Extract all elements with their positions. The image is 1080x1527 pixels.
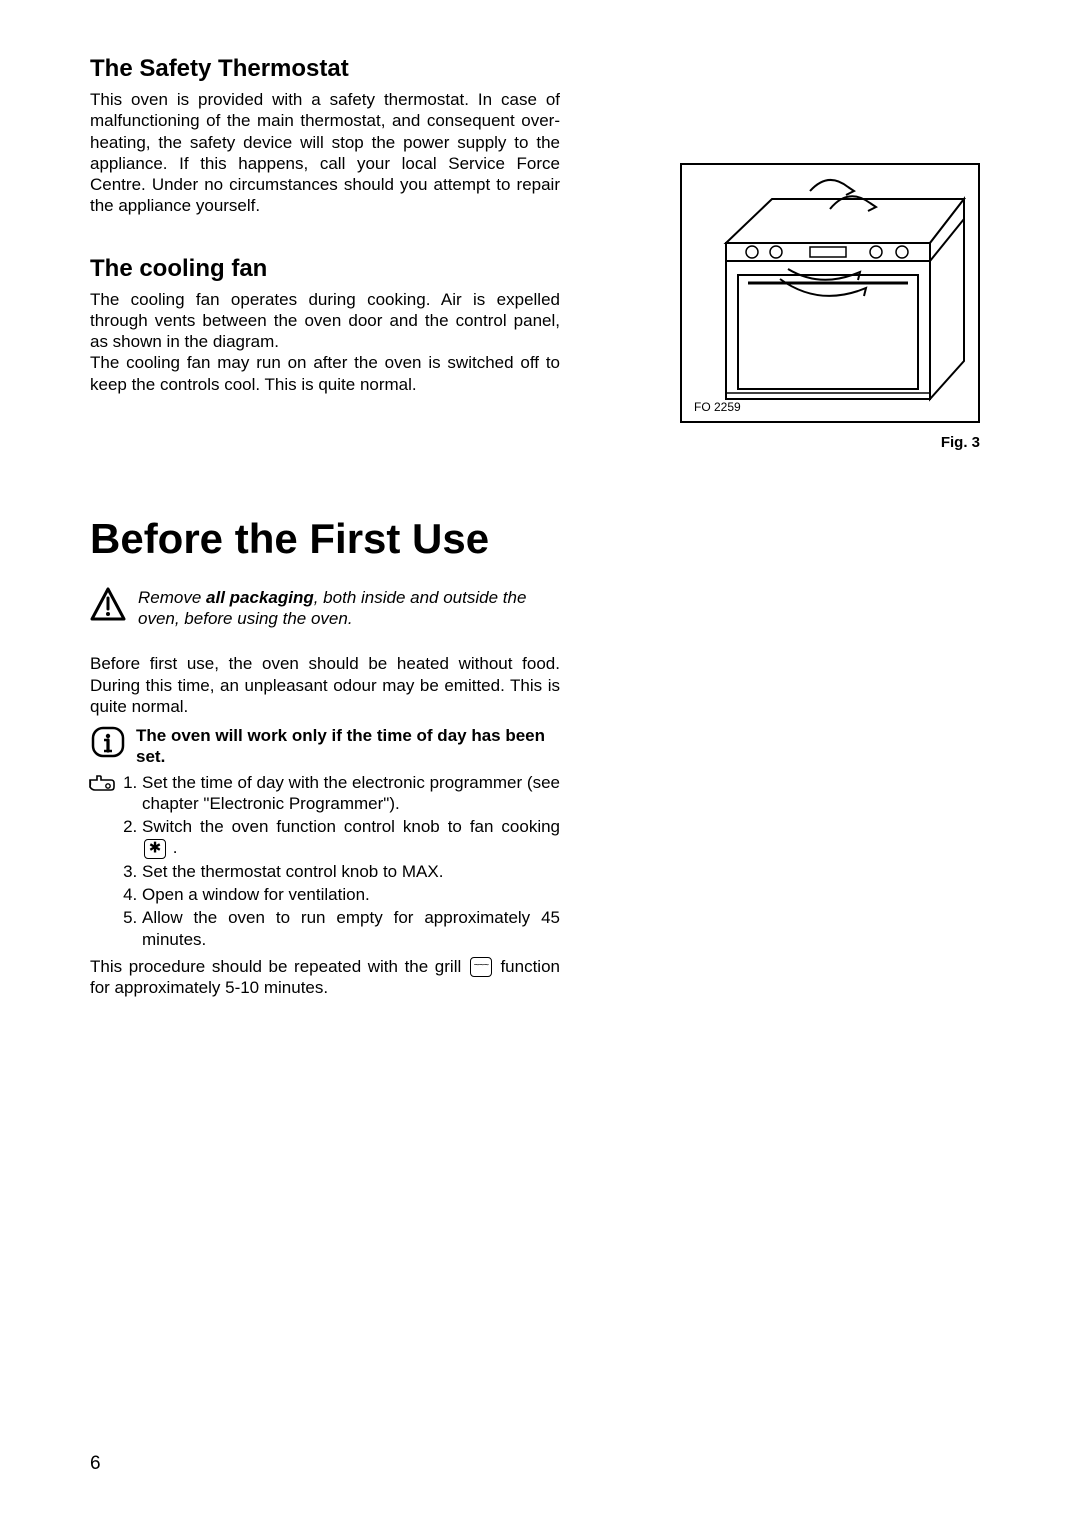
steps-list: Set the time of day with the electronic … [90,772,560,950]
step-5: Allow the oven to run empty for approxim… [142,907,560,950]
safety-thermostat-body: This oven is provided with a safety ther… [90,89,560,217]
before-first-use-heading: Before the First Use [90,515,990,563]
oven-diagram-svg: FO 2259 [680,163,980,423]
cooling-fan-body-1: The cooling fan operates during cooking.… [90,289,560,353]
oven-diagram-figure: FO 2259 Fig. 3 [680,163,980,451]
safety-thermostat-heading: The Safety Thermostat [90,55,560,83]
info-note-text: The oven will work only if the time of d… [136,725,546,768]
cooling-fan-heading: The cooling fan [90,255,560,283]
first-use-intro: Before first use, the oven should be hea… [90,653,560,717]
warning-triangle-icon [90,587,126,621]
grill-icon [470,957,492,977]
figure-caption: Fig. 3 [680,434,980,451]
step-4: Open a window for ventilation. [142,884,560,905]
fan-cooking-icon [144,839,166,859]
step-2-after: . [168,838,177,857]
step-1: Set the time of day with the electronic … [142,772,560,815]
page-number: 6 [90,1453,101,1475]
warning-text: Remove all packaging, both inside and ou… [138,587,553,630]
step-2-text: Switch the oven function control knob to… [142,817,560,836]
cooling-fan-body-2: The cooling fan may run on after the ove… [90,352,560,395]
outro-before: This procedure should be repeated with t… [90,957,468,976]
warning-prefix: Remove [138,588,206,607]
warning-bold: all packaging [206,588,314,607]
pointing-hand-icon [88,774,118,794]
info-circle-icon [90,725,126,759]
figure-inner-label: FO 2259 [694,400,741,414]
step-2: Switch the oven function control knob to… [142,816,560,859]
first-use-outro: This procedure should be repeated with t… [90,956,560,999]
step-3: Set the thermostat control knob to MAX. [142,861,560,882]
